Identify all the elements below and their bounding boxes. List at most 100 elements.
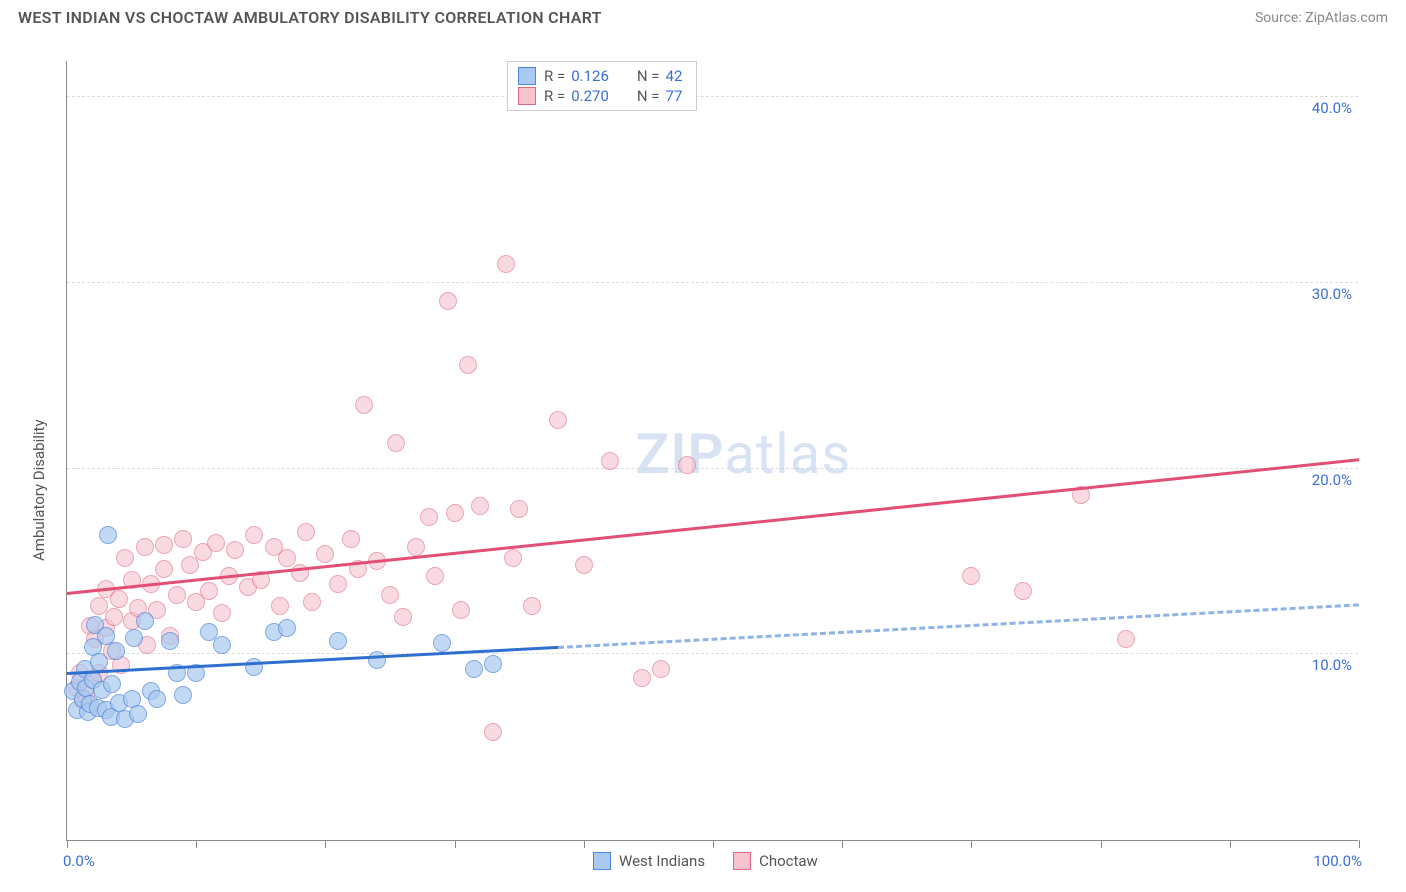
data-point xyxy=(129,705,147,723)
y-tick-label: 10.0% xyxy=(1312,656,1352,674)
data-point xyxy=(420,508,438,526)
gridline xyxy=(67,96,1358,97)
data-point xyxy=(471,497,489,515)
data-point xyxy=(342,530,360,548)
x-tick xyxy=(67,840,68,848)
data-point xyxy=(407,538,425,556)
x-tick xyxy=(1230,840,1231,848)
watermark: ZIPatlas xyxy=(635,421,851,487)
data-point xyxy=(484,655,502,673)
data-point xyxy=(484,723,502,741)
data-point xyxy=(90,653,108,671)
data-point xyxy=(1117,630,1135,648)
legend-item: West Indians xyxy=(593,852,705,870)
data-point xyxy=(148,690,166,708)
data-point xyxy=(329,632,347,650)
r-value: 0.126 xyxy=(571,67,609,85)
data-point xyxy=(303,593,321,611)
r-label: R = xyxy=(544,87,565,105)
n-label: N = xyxy=(637,67,660,85)
stats-row: R = 0.126 N = 42 xyxy=(518,66,682,86)
data-point xyxy=(278,619,296,637)
n-label: N = xyxy=(637,87,660,105)
data-point xyxy=(549,411,567,429)
data-point xyxy=(245,526,263,544)
data-point xyxy=(174,686,192,704)
data-point xyxy=(459,356,477,374)
legend-swatch xyxy=(733,852,751,870)
n-value: 77 xyxy=(666,87,683,105)
source-link[interactable]: ZipAtlas.com xyxy=(1305,10,1388,26)
data-point xyxy=(355,396,373,414)
data-point xyxy=(439,292,457,310)
x-tick xyxy=(713,840,714,848)
data-point xyxy=(136,612,154,630)
chart-title: WEST INDIAN VS CHOCTAW AMBULATORY DISABI… xyxy=(18,8,602,27)
data-point xyxy=(168,586,186,604)
x-tick-label: 100.0% xyxy=(1313,852,1362,870)
data-point xyxy=(394,608,412,626)
data-point xyxy=(316,545,334,563)
x-tick-label: 0.0% xyxy=(63,852,95,870)
data-point xyxy=(155,536,173,554)
data-point xyxy=(125,629,143,647)
data-point xyxy=(105,608,123,626)
gridline xyxy=(67,282,1358,283)
x-tick xyxy=(842,840,843,848)
n-value: 42 xyxy=(666,67,683,85)
data-point xyxy=(107,642,125,660)
data-point xyxy=(387,434,405,452)
legend-swatch xyxy=(518,87,536,105)
data-point xyxy=(116,549,134,567)
plot-area: 10.0%20.0%30.0%40.0%0.0%100.0%ZIPatlasR … xyxy=(66,61,1358,841)
data-point xyxy=(523,597,541,615)
gridline xyxy=(67,468,1358,469)
data-point xyxy=(161,632,179,650)
data-point xyxy=(368,651,386,669)
data-point xyxy=(213,636,231,654)
legend-label: West Indians xyxy=(619,852,705,870)
x-tick xyxy=(1101,840,1102,848)
source-prefix: Source: xyxy=(1255,10,1305,26)
data-point xyxy=(174,530,192,548)
data-point xyxy=(110,590,128,608)
data-point xyxy=(446,504,464,522)
r-label: R = xyxy=(544,67,565,85)
data-point xyxy=(271,597,289,615)
y-tick-label: 20.0% xyxy=(1312,471,1352,489)
series-legend: West Indians Choctaw xyxy=(593,852,818,870)
data-point xyxy=(329,575,347,593)
data-point xyxy=(155,560,173,578)
data-point xyxy=(278,549,296,567)
source-attribution: Source: ZipAtlas.com xyxy=(1255,10,1388,26)
legend-swatch xyxy=(518,67,536,85)
data-point xyxy=(601,452,619,470)
data-point xyxy=(633,669,651,687)
x-tick xyxy=(325,840,326,848)
data-point xyxy=(678,456,696,474)
data-point xyxy=(103,675,121,693)
data-point xyxy=(497,255,515,273)
data-point xyxy=(1014,582,1032,600)
data-point xyxy=(962,567,980,585)
y-tick-label: 30.0% xyxy=(1312,285,1352,303)
data-point xyxy=(575,556,593,574)
data-point xyxy=(510,500,528,518)
data-point xyxy=(426,567,444,585)
data-point xyxy=(136,538,154,556)
gridline xyxy=(67,653,1358,654)
data-point xyxy=(433,634,451,652)
data-point xyxy=(213,604,231,622)
data-point xyxy=(226,541,244,559)
data-point xyxy=(452,601,470,619)
r-value: 0.270 xyxy=(571,87,609,105)
legend-swatch xyxy=(593,852,611,870)
data-point xyxy=(465,660,483,678)
trend-line xyxy=(558,603,1359,649)
x-tick xyxy=(584,840,585,848)
legend-label: Choctaw xyxy=(759,852,818,870)
x-tick xyxy=(971,840,972,848)
x-tick xyxy=(1359,840,1360,848)
x-tick xyxy=(196,840,197,848)
chart-container: 10.0%20.0%30.0%40.0%0.0%100.0%ZIPatlasR … xyxy=(18,31,1388,871)
